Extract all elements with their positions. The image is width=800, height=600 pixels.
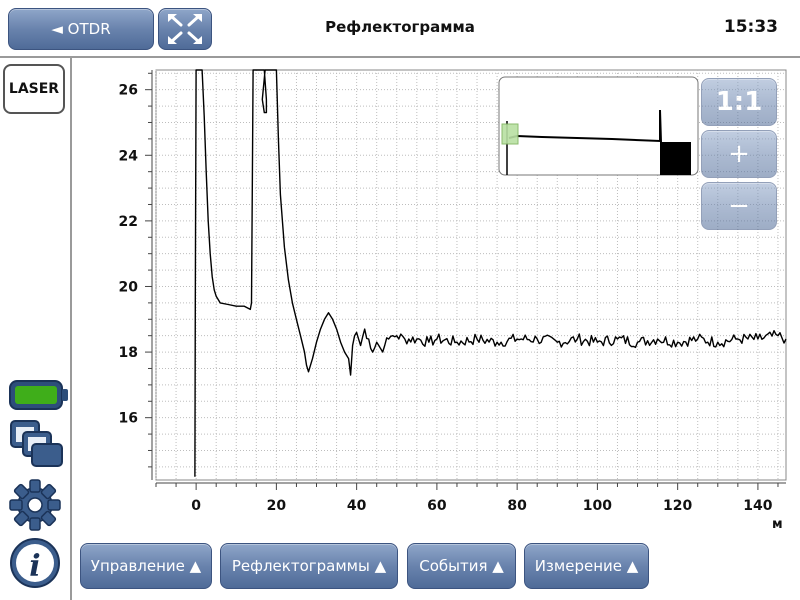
clock: 15:33 <box>723 17 778 37</box>
top-bar: ◄ OTDR Рефлектограмма 15:33 <box>0 0 800 58</box>
y-tick-label: 26 <box>119 83 138 99</box>
traces-menu-label: Рефлектограммы ▲ <box>231 557 387 575</box>
x-axis-unit: м <box>772 517 783 532</box>
page-title: Рефлектограмма <box>325 18 475 36</box>
info-icon[interactable]: i <box>8 536 62 590</box>
chart-axes: 0 20 40 60 80 100 120 140 16 18 20 22 24 26 <box>119 70 786 514</box>
trace-chart[interactable]: 0 20 40 60 80 100 120 140 16 18 20 22 24 26 м <box>72 58 800 542</box>
zoom-in-button[interactable]: + <box>701 130 777 178</box>
svg-text:i: i <box>29 549 40 584</box>
fullscreen-button[interactable] <box>158 8 212 50</box>
y-tick-label: 24 <box>119 148 139 164</box>
y-tick-label: 16 <box>119 411 138 427</box>
control-menu-label: Управление ▲ <box>90 557 202 575</box>
chart-trace-layer <box>194 69 787 477</box>
battery-icon[interactable] <box>8 378 70 412</box>
x-tick-label: 140 <box>743 498 772 514</box>
zoom-fit-button[interactable]: 1:1 <box>701 78 777 126</box>
events-menu-button[interactable]: События ▲ <box>407 543 516 589</box>
x-tick-label: 80 <box>507 498 527 514</box>
windows-icon[interactable] <box>8 418 64 470</box>
x-tick-label: 120 <box>663 498 692 514</box>
traces-menu-button[interactable]: Рефлектограммы ▲ <box>220 543 398 589</box>
expand-arrows-icon <box>168 14 202 44</box>
measure-menu-button[interactable]: Измерение ▲ <box>524 543 649 589</box>
trace-overview-minimap[interactable] <box>498 76 699 176</box>
laser-label: LASER <box>8 81 60 97</box>
control-menu-button[interactable]: Управление ▲ <box>80 543 212 589</box>
y-tick-label: 18 <box>119 345 138 361</box>
y-tick-label: 22 <box>119 214 138 230</box>
x-tick-label: 60 <box>427 498 447 514</box>
x-tick-label: 100 <box>583 498 612 514</box>
back-otdr-label: ◄ OTDR <box>51 20 111 38</box>
zoom-in-label: + <box>728 139 750 169</box>
trace-line <box>194 69 787 477</box>
zoom-out-label: − <box>728 191 750 221</box>
back-otdr-button[interactable]: ◄ OTDR <box>8 8 154 50</box>
zoom-fit-label: 1:1 <box>715 87 763 117</box>
overview-noise-block <box>660 142 691 175</box>
laser-button[interactable]: LASER <box>3 64 65 114</box>
x-tick-label: 0 <box>191 498 201 514</box>
measure-menu-label: Измерение ▲ <box>534 557 639 575</box>
x-tick-label: 20 <box>267 498 287 514</box>
events-menu-label: События ▲ <box>419 557 504 575</box>
left-panel: LASER <box>0 58 72 600</box>
x-tick-label: 40 <box>347 498 367 514</box>
overview-view-window[interactable] <box>501 123 519 145</box>
y-tick-label: 20 <box>119 279 139 295</box>
gear-icon[interactable] <box>8 478 62 532</box>
zoom-out-button[interactable]: − <box>701 182 777 230</box>
